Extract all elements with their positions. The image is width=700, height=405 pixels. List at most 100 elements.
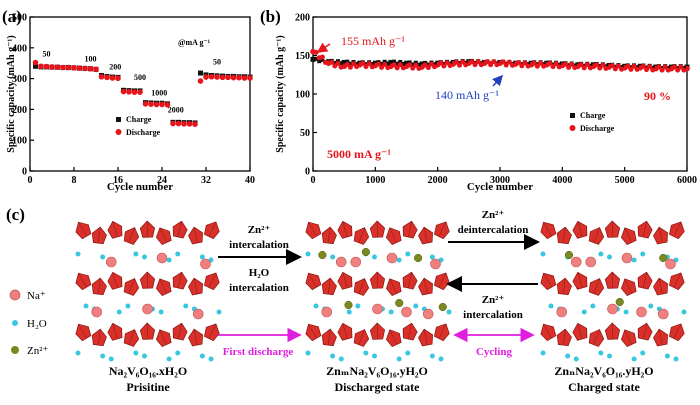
data-point-discharge [600, 62, 606, 68]
data-point-discharge [32, 59, 39, 66]
data-point-discharge [126, 89, 132, 95]
data-point-charge [410, 62, 415, 67]
x-tick-label: 2000 [428, 175, 448, 186]
data-point-discharge [225, 74, 231, 81]
data-point-discharge [322, 59, 328, 65]
x-tick-label: 6000 [677, 175, 697, 186]
data-point-discharge [488, 62, 494, 68]
water-molecule [429, 254, 435, 260]
water-molecule [183, 303, 189, 309]
octahedron-edge [438, 221, 447, 237]
vanadium-octahedron [637, 322, 653, 341]
rate-label: 100 [85, 55, 97, 64]
data-point-discharge [137, 89, 143, 95]
octahedron-edge [577, 272, 583, 288]
water-molecule [216, 309, 222, 315]
vanadium-octahedron [402, 271, 418, 290]
water-molecule [166, 356, 172, 362]
vanadium-octahedron [107, 220, 123, 239]
octahedron-edge [358, 227, 365, 243]
vanadium-octahedron [572, 271, 588, 290]
water-molecule [681, 309, 687, 315]
arrow-deint-label-bottom: deintercalation [458, 224, 529, 236]
data-point-discharge [478, 62, 484, 68]
water-molecule [100, 353, 106, 359]
y-tick-label: 0 [22, 167, 27, 178]
water-molecule [313, 303, 319, 309]
octahedron-edge [146, 271, 149, 289]
annotation-retention: 90 % [644, 89, 671, 103]
water-molecule [142, 254, 147, 260]
water-molecule [565, 353, 571, 359]
sodium-ion [105, 256, 117, 268]
octahedron-edge [146, 220, 149, 238]
vanadium-octahedron [418, 277, 433, 296]
water-molecule [548, 303, 554, 309]
panel-a-ylabel: Specific capacity (mAh g⁻¹) [6, 35, 17, 152]
data-point-charge [310, 56, 316, 62]
annotation-155-arrow [316, 42, 331, 53]
data-point-discharge [550, 64, 556, 70]
data-point-discharge [500, 59, 506, 65]
state-charged-caption: Charged state [568, 380, 640, 394]
data-point-discharge [541, 63, 547, 69]
data-point-charge [345, 59, 350, 64]
sodium-ion [570, 256, 582, 268]
water-molecule [175, 350, 181, 356]
water-molecule [388, 309, 394, 315]
water-molecule [581, 309, 587, 315]
data-point-discharge [186, 121, 193, 127]
legend-b-discharge-marker [569, 125, 576, 131]
y-tick-label: 500 [12, 13, 27, 24]
data-point-discharge [597, 65, 603, 71]
octahedron-edge [78, 273, 87, 288]
x-tick-label: 8 [72, 175, 77, 186]
arrow-zn-int-label-bottom: intercalation [229, 239, 289, 251]
octahedron-edge [97, 278, 101, 295]
crystal-structures [75, 220, 687, 362]
sodium-ion [91, 306, 103, 318]
data-point-discharge [522, 60, 528, 66]
legend-b-discharge: Discharge [580, 124, 615, 133]
data-point-discharge [603, 65, 609, 71]
data-point-discharge [385, 65, 391, 71]
data-point-discharge [469, 59, 475, 65]
octahedron-edge [342, 272, 348, 288]
octahedron-edge [308, 324, 317, 339]
panel-b: (b) 0 1000 2000 3000 4000 5000 6000 0 50 100 150 20… [260, 7, 697, 193]
vanadium-octahedron [188, 226, 203, 245]
data-point-discharge [60, 64, 66, 71]
water-molecule [631, 356, 637, 362]
octahedron-edge [593, 227, 600, 243]
vanadium-octahedron [172, 322, 188, 341]
octahedron-edge [673, 272, 682, 288]
octahedron-edge [208, 221, 217, 237]
data-point-discharge [547, 60, 553, 66]
water-molecule [648, 303, 654, 309]
data-point-charge [341, 59, 347, 65]
octahedron-edge [593, 329, 600, 345]
sodium-ion [657, 308, 669, 320]
data-point-discharge [76, 65, 83, 71]
water-marker [12, 320, 18, 326]
rate-label: 50 [43, 49, 51, 58]
data-point-discharge [662, 64, 668, 70]
data-point-discharge [562, 61, 568, 67]
octahedron-edge [128, 278, 135, 294]
data-point-discharge [104, 74, 110, 81]
data-point-charge [392, 59, 397, 64]
water-molecule [208, 356, 214, 362]
zinc-ion [361, 247, 370, 257]
annotation-140: 140 mAh g⁻¹ [435, 88, 499, 102]
arrow-h2o-label-top: H₂O [249, 267, 270, 279]
data-point-discharge [578, 62, 584, 68]
octahedron-edge [178, 221, 182, 238]
octahedron-edge [193, 329, 198, 346]
annotation-140-arrow [492, 74, 504, 87]
sodium-ion [192, 308, 204, 320]
water-molecule [396, 356, 402, 362]
data-point-discharge [153, 101, 160, 108]
data-point-charge [379, 61, 384, 66]
data-point-discharge [170, 120, 176, 127]
legend-h2o: H₂O [27, 318, 47, 330]
